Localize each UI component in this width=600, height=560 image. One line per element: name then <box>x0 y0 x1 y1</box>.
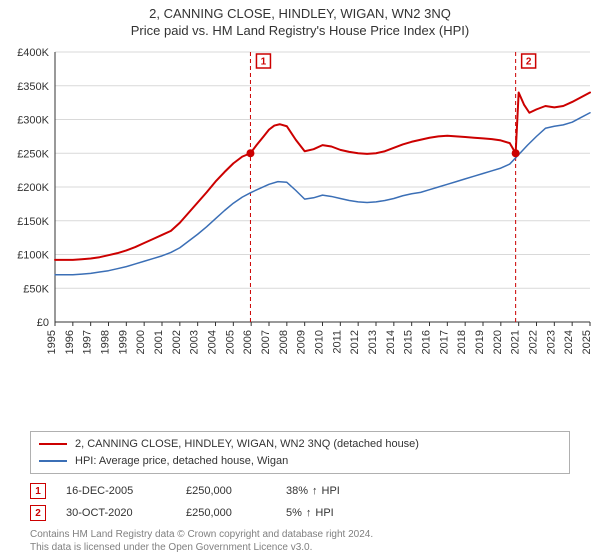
chart-area: £0 £50K £100K £150K £200K £250K £300K £350K £400… <box>0 42 600 429</box>
legend: 2, CANNING CLOSE, HINDLEY, WIGAN, WN2 3N… <box>30 431 570 474</box>
x-tick-label: 1998 <box>100 330 112 354</box>
x-tick-label: 2016 <box>421 330 433 354</box>
x-tick-label: 1996 <box>64 330 76 354</box>
event-pct: 5% ↑HPI <box>286 507 334 519</box>
x-tick-label: 2008 <box>278 330 290 354</box>
x-tick-label: 2004 <box>207 330 219 354</box>
event-badge: 1 <box>30 483 46 499</box>
x-tick-label: 2014 <box>385 330 397 354</box>
y-tick-label: £50K <box>23 283 49 295</box>
x-tick-label: 2024 <box>563 330 575 354</box>
event-pct: 38% ↑ HPI <box>286 485 340 497</box>
y-tick-label: £300K <box>17 115 49 127</box>
x-tick-label: 2007 <box>260 330 272 354</box>
arrow-up-icon: ↑ <box>312 485 318 497</box>
arrow-up-icon: ↑ <box>306 507 312 519</box>
event-date: 30-OCT-2020 <box>66 507 166 519</box>
x-tick-label: 2015 <box>403 330 415 354</box>
x-tick-label: 1997 <box>82 330 94 354</box>
y-tick-label: £0 <box>37 317 49 329</box>
x-tick-label: 1999 <box>117 330 129 354</box>
marker-dot <box>246 149 254 157</box>
series-property <box>55 93 590 260</box>
events-list: 116-DEC-2005£250,00038%↑HPI230-OCT-2020£… <box>30 480 570 524</box>
event-pct-value: 38% <box>286 485 308 497</box>
x-tick-label: 2010 <box>314 330 326 354</box>
footer-line-1: Contains HM Land Registry data © Crown c… <box>30 528 570 541</box>
title-block: 2, CANNING CLOSE, HINDLEY, WIGAN, WN2 3N… <box>0 0 600 42</box>
legend-swatch <box>39 443 67 445</box>
series-hpi <box>55 113 590 275</box>
event-row: 1 16-DEC-2005 £250,000 38% ↑ HPI <box>30 480 570 502</box>
x-tick-label: 2005 <box>224 330 236 354</box>
chart-svg: £0 £50K £100K £150K £200K £250K £300K £350K £400… <box>0 42 600 372</box>
event-suffix: HPI <box>322 485 340 497</box>
legend-label: HPI: Average price, detached house, Wiga… <box>75 453 288 470</box>
y-tick-label: £400K <box>17 47 49 59</box>
y-tick-label: £350K <box>17 81 49 93</box>
x-tick-label: 2011 <box>331 330 343 354</box>
legend-label: 2, CANNING CLOSE, HINDLEY, WIGAN, WN2 3N… <box>75 436 419 453</box>
page-container: 2, CANNING CLOSE, HINDLEY, WIGAN, WN2 3N… <box>0 0 600 560</box>
x-tick-label: 2023 <box>545 330 557 354</box>
x-tick-label: 2003 <box>189 330 201 354</box>
marker-badge-number: 1 <box>261 57 267 68</box>
x-tick-label: 2002 <box>171 330 183 354</box>
x-tick-label: 1995 <box>46 330 58 354</box>
event-row: 2 30-OCT-2020 £250,000 5% ↑HPI <box>30 502 570 524</box>
x-tick-label: 2022 <box>528 330 540 354</box>
legend-row: HPI: Average price, detached house, Wiga… <box>39 453 561 470</box>
x-tick-label: 2025 <box>581 330 593 354</box>
subtitle: Price paid vs. HM Land Registry's House … <box>10 23 590 38</box>
y-tick-label: £250K <box>17 148 49 160</box>
marker-badge-number: 2 <box>526 57 532 68</box>
event-pct-value: 5% <box>286 507 302 519</box>
x-tick-label: 2000 <box>135 330 147 354</box>
x-tick-label: 2021 <box>510 330 522 354</box>
y-tick-label: £200K <box>17 182 49 194</box>
legend-row: 2, CANNING CLOSE, HINDLEY, WIGAN, WN2 3N… <box>39 436 561 453</box>
legend-swatch <box>39 460 67 462</box>
event-suffix: HPI <box>315 507 333 519</box>
x-tick-label: 2012 <box>349 330 361 354</box>
footer-attribution: Contains HM Land Registry data © Crown c… <box>30 528 570 554</box>
x-tick-label: 2006 <box>242 330 254 354</box>
event-badge: 2 <box>30 505 46 521</box>
footer-line-2: This data is licensed under the Open Gov… <box>30 541 570 554</box>
y-tick-label: £150K <box>17 216 49 228</box>
address-title: 2, CANNING CLOSE, HINDLEY, WIGAN, WN2 3N… <box>10 6 590 21</box>
x-tick-label: 2019 <box>474 330 486 354</box>
x-tick-label: 2018 <box>456 330 468 354</box>
event-date: 16-DEC-2005 <box>66 485 166 497</box>
x-tick-label: 2009 <box>296 330 308 354</box>
x-tick-label: 2001 <box>153 330 165 354</box>
y-tick-label: £100K <box>17 250 49 262</box>
event-price: £250,000 <box>186 507 266 519</box>
x-tick-label: 2020 <box>492 330 504 354</box>
marker-dot <box>512 149 520 157</box>
event-price: £250,000 <box>186 485 266 497</box>
x-tick-label: 2013 <box>367 330 379 354</box>
x-tick-label: 2017 <box>438 330 450 354</box>
